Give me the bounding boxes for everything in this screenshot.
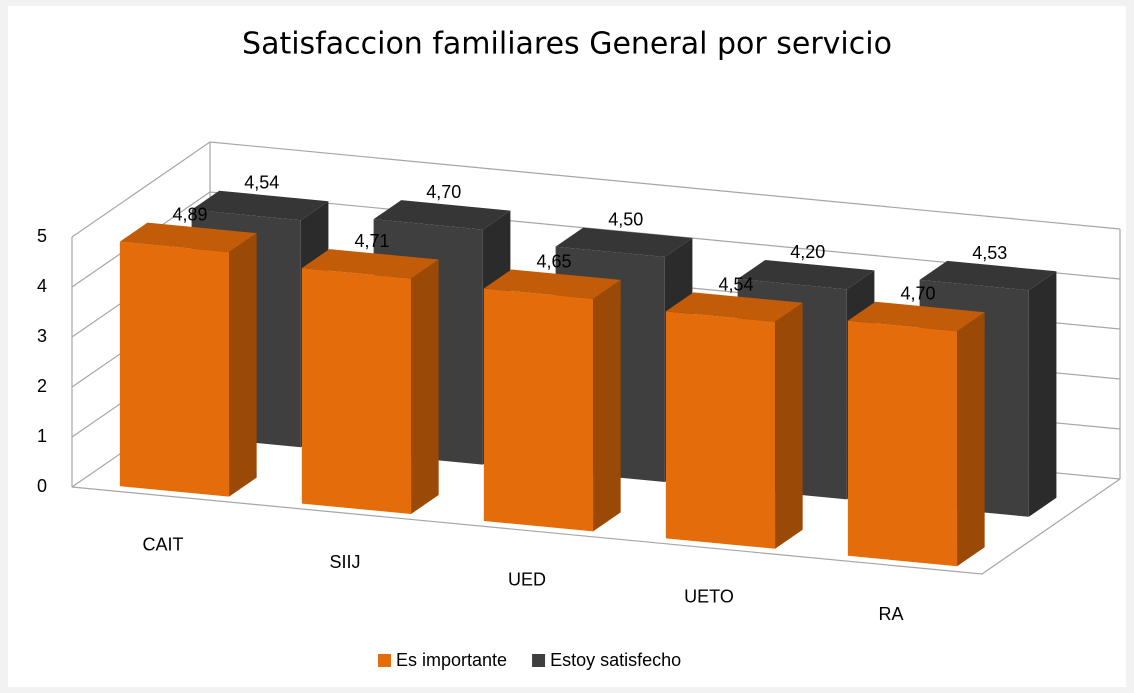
legend-label: Estoy satisfecho xyxy=(550,650,681,670)
bar xyxy=(119,222,257,497)
data-label: 4,54 xyxy=(244,173,279,193)
bar-front xyxy=(301,268,412,515)
bar-front xyxy=(483,288,594,532)
bar-front xyxy=(119,241,230,497)
bar-top xyxy=(555,227,693,258)
data-label: 4,54 xyxy=(719,274,754,294)
bar-side xyxy=(775,302,803,549)
bar xyxy=(483,269,621,532)
data-label: 4,89 xyxy=(173,205,208,225)
data-label: 4,50 xyxy=(608,210,643,230)
legend-swatch xyxy=(378,654,391,667)
bar-side xyxy=(411,259,439,515)
x-tick-label: CAIT xyxy=(142,534,183,554)
x-tick-label: SIIJ xyxy=(329,552,360,572)
floor-edge xyxy=(71,478,1121,575)
bar xyxy=(665,292,803,549)
bar xyxy=(847,301,985,567)
y-tick-label: 4 xyxy=(37,276,47,296)
y-tick-label: 2 xyxy=(37,376,47,396)
legend-label: Es importante xyxy=(396,650,507,670)
bar-side xyxy=(593,279,621,532)
legend-swatch xyxy=(532,654,546,667)
data-label: 4,70 xyxy=(901,284,936,304)
data-label: 4,71 xyxy=(355,231,390,251)
bar-top xyxy=(737,259,875,290)
bar-side xyxy=(229,233,257,497)
bar-top xyxy=(301,249,439,279)
y-tick-label: 3 xyxy=(37,326,47,346)
data-label: 4,53 xyxy=(972,243,1007,263)
bar-top xyxy=(119,222,257,253)
bar-top xyxy=(847,301,985,332)
x-tick-label: UETO xyxy=(684,587,734,607)
y-tick-label: 0 xyxy=(37,476,47,496)
x-tick-label: UED xyxy=(508,569,546,589)
chart-title: Satisfaccion familiares General por serv… xyxy=(242,27,892,62)
bar-top xyxy=(665,292,803,322)
data-label: 4,20 xyxy=(790,242,825,262)
data-label: 4,70 xyxy=(426,182,461,202)
x-tick-label: RA xyxy=(878,604,903,624)
bar-side xyxy=(957,312,985,567)
bar xyxy=(301,249,439,515)
bar-side xyxy=(1028,271,1057,517)
y-tick-label: 1 xyxy=(37,426,47,446)
bar-top xyxy=(919,260,1057,291)
bar-top xyxy=(483,269,621,299)
bar-front xyxy=(847,320,958,567)
bar-top xyxy=(373,200,511,230)
bar-top xyxy=(191,190,329,221)
data-label: 4,65 xyxy=(537,251,572,271)
y-tick-label: 5 xyxy=(37,226,47,246)
bar-front xyxy=(665,311,776,549)
